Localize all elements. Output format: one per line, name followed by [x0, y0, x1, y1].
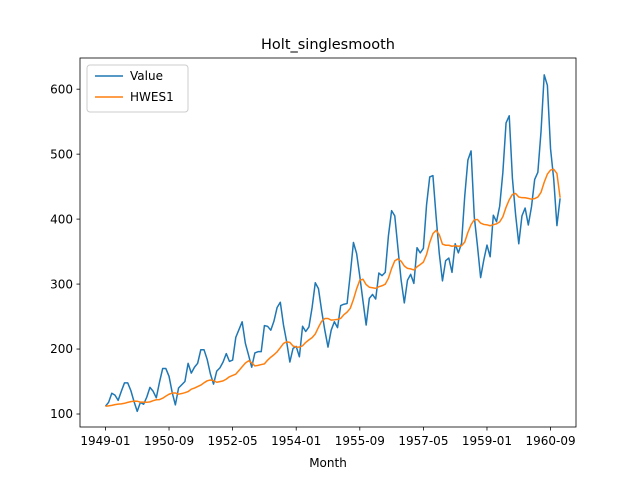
x-tick-label: 1955-09 — [335, 434, 385, 448]
x-tick-label: 1957-05 — [398, 434, 448, 448]
y-tick-label: 100 — [50, 407, 73, 421]
x-axis-label: Month — [309, 456, 347, 470]
legend-label-hwes1: HWES1 — [130, 90, 174, 104]
legend-label-value: Value — [130, 69, 163, 83]
plot-area — [80, 58, 576, 427]
x-tick-label: 1954-01 — [271, 434, 321, 448]
legend: Value HWES1 — [86, 64, 189, 113]
y-tick-label: 300 — [50, 277, 73, 291]
axes-frame — [79, 57, 577, 428]
x-tick-label: 1950-09 — [144, 434, 194, 448]
y-axis: 100 200 300 400 500 600 — [50, 82, 80, 421]
axes-background — [80, 58, 576, 427]
series-layer — [104, 74, 561, 413]
series-line-hwes1 — [105, 168, 561, 407]
x-tick-label: 1960-09 — [525, 434, 575, 448]
x-tick-label: 1952-05 — [208, 434, 258, 448]
y-tick-label: 600 — [50, 82, 73, 96]
x-tick-label: 1949-01 — [80, 434, 130, 448]
axes-layer — [79, 57, 577, 428]
y-tick-label: 400 — [50, 212, 73, 226]
x-axis: 1949-01 1950-09 1952-05 1954-01 1955-09 1957-… — [80, 427, 576, 448]
x-tick-label: 1959-01 — [462, 434, 512, 448]
y-tick-label: 500 — [50, 147, 73, 161]
series-line-value — [104, 74, 561, 413]
chart-title: Holt_singlesmooth — [261, 37, 395, 53]
y-tick-label: 200 — [50, 342, 73, 356]
